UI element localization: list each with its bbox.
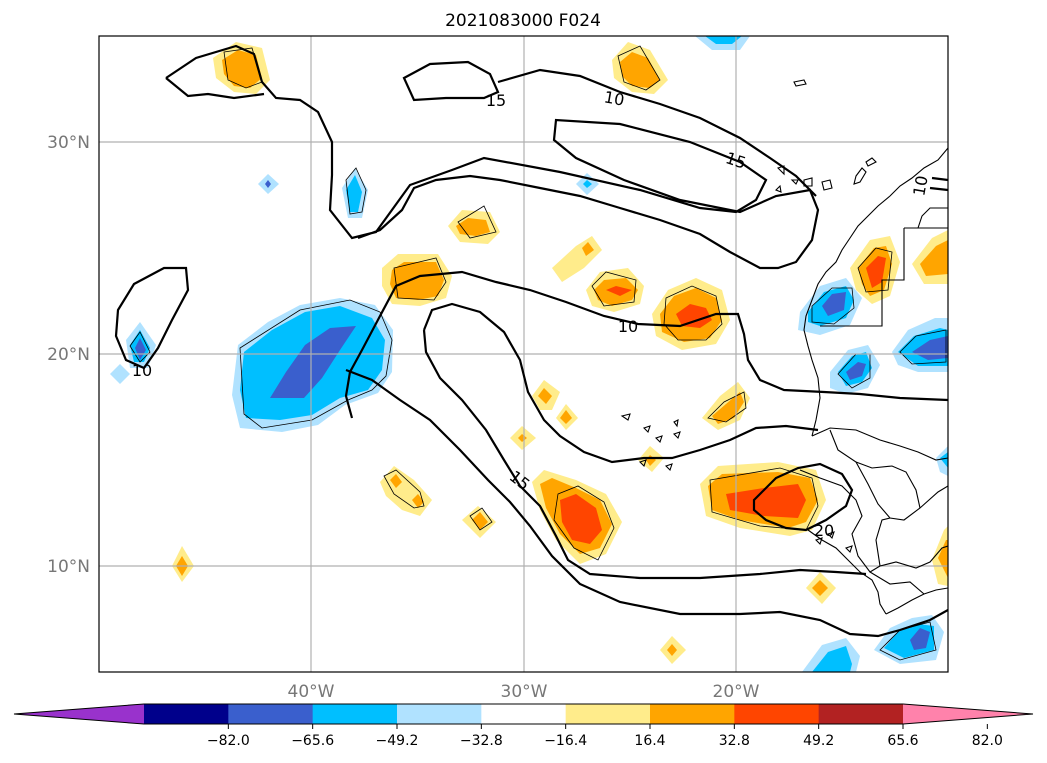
positive-anomaly-blob [382, 254, 452, 306]
negative-anomaly-blob [830, 345, 880, 394]
positive-anomaly-blob [556, 404, 578, 430]
colorbar-label: −82.0 [207, 733, 250, 749]
colorbar-extend-low [14, 704, 144, 724]
colorbar: −82.0 −65.6 −49.2 −32.8 −16.4 16.4 32.8 49.2 65.… [13, 703, 1034, 749]
colorbar-segment [818, 704, 904, 724]
positive-anomaly-blob [448, 210, 500, 244]
map-frame [98, 35, 949, 673]
colorbar-label: −65.6 [291, 733, 334, 749]
colorbar-segment [565, 704, 651, 724]
colorbar-segment [144, 704, 229, 724]
lat-label-20n: 20°N [47, 345, 90, 365]
colorbar-label: 82.0 [972, 733, 1003, 749]
contour-label: 20 [814, 521, 834, 540]
lon-label-20w: 20°W [713, 682, 760, 702]
anomaly-outlines [129, 45, 947, 661]
colorbar-segment [481, 704, 567, 724]
positive-anomaly-blob [806, 572, 836, 604]
colorbar-label: 32.8 [719, 733, 750, 749]
negative-anomaly-blob [232, 298, 393, 432]
colorbar-segment [650, 704, 735, 724]
lat-label-10n: 10°N [47, 557, 90, 577]
colorbar-extend-high [903, 704, 1033, 724]
lon-label-40w: 40°W [288, 682, 335, 702]
negative-anomaly-blob [258, 174, 279, 194]
negative-anomaly-blob [695, 36, 750, 50]
contour-label: 10 [132, 361, 152, 380]
positive-anomaly-blob [172, 546, 194, 582]
gridlines [99, 36, 948, 672]
positive-anomaly-blob [552, 236, 602, 282]
positive-anomaly-blob [380, 466, 432, 516]
negative-anomaly-blob [936, 446, 948, 476]
positive-anomaly-blob [702, 382, 750, 430]
colorbar-label: 16.4 [634, 733, 665, 749]
latitude-labels: 30°N 20°N 10°N [47, 133, 90, 577]
colorbar-segment [228, 704, 314, 724]
contour-label: 15 [723, 148, 748, 172]
positive-anomaly-blob [462, 506, 496, 538]
colorbar-segment [312, 704, 398, 724]
contour-label: 10 [603, 87, 626, 109]
positive-anomaly-blob [912, 230, 948, 284]
contour-label: 10 [909, 174, 931, 197]
map-area [99, 36, 948, 672]
longitude-labels: 40°W 30°W 20°W [288, 682, 760, 702]
contour-lines [114, 44, 948, 638]
negative-anomaly-blob [802, 638, 860, 672]
positive-anomaly-blob [510, 426, 536, 450]
lat-label-30n: 30°N [47, 133, 90, 153]
contour-label: 10 [618, 317, 638, 336]
figure-title: 2021083000 F024 [445, 11, 601, 31]
negative-anomaly-blob [874, 615, 944, 664]
negative-anomaly-blob [798, 278, 862, 335]
colorbar-outline [13, 703, 1034, 725]
colorbar-label: 65.6 [887, 733, 918, 749]
lon-label-30w: 30°W [501, 682, 548, 702]
colorbar-segment [734, 704, 820, 724]
colorbar-label: −32.8 [460, 733, 503, 749]
positive-anomaly-blob [532, 470, 622, 564]
colorbar-label: 49.2 [803, 733, 834, 749]
positive-anomaly-blob [932, 526, 948, 586]
positive-anomaly-blob [612, 42, 668, 94]
negative-anomaly-blob [342, 168, 368, 218]
coastlines [620, 79, 948, 615]
colorbar-segment [397, 704, 482, 724]
positive-anomaly-blob [660, 636, 686, 664]
positive-anomaly-blob [586, 268, 644, 312]
colorbar-label: −16.4 [544, 733, 587, 749]
negative-anomaly-blob [110, 364, 130, 384]
positive-anomaly-blob [213, 42, 270, 94]
colorbar-label: −49.2 [376, 733, 419, 749]
negative-anomaly-blob [576, 173, 599, 195]
contour-label: 15 [486, 91, 506, 110]
positive-anomaly-blob [532, 380, 560, 410]
